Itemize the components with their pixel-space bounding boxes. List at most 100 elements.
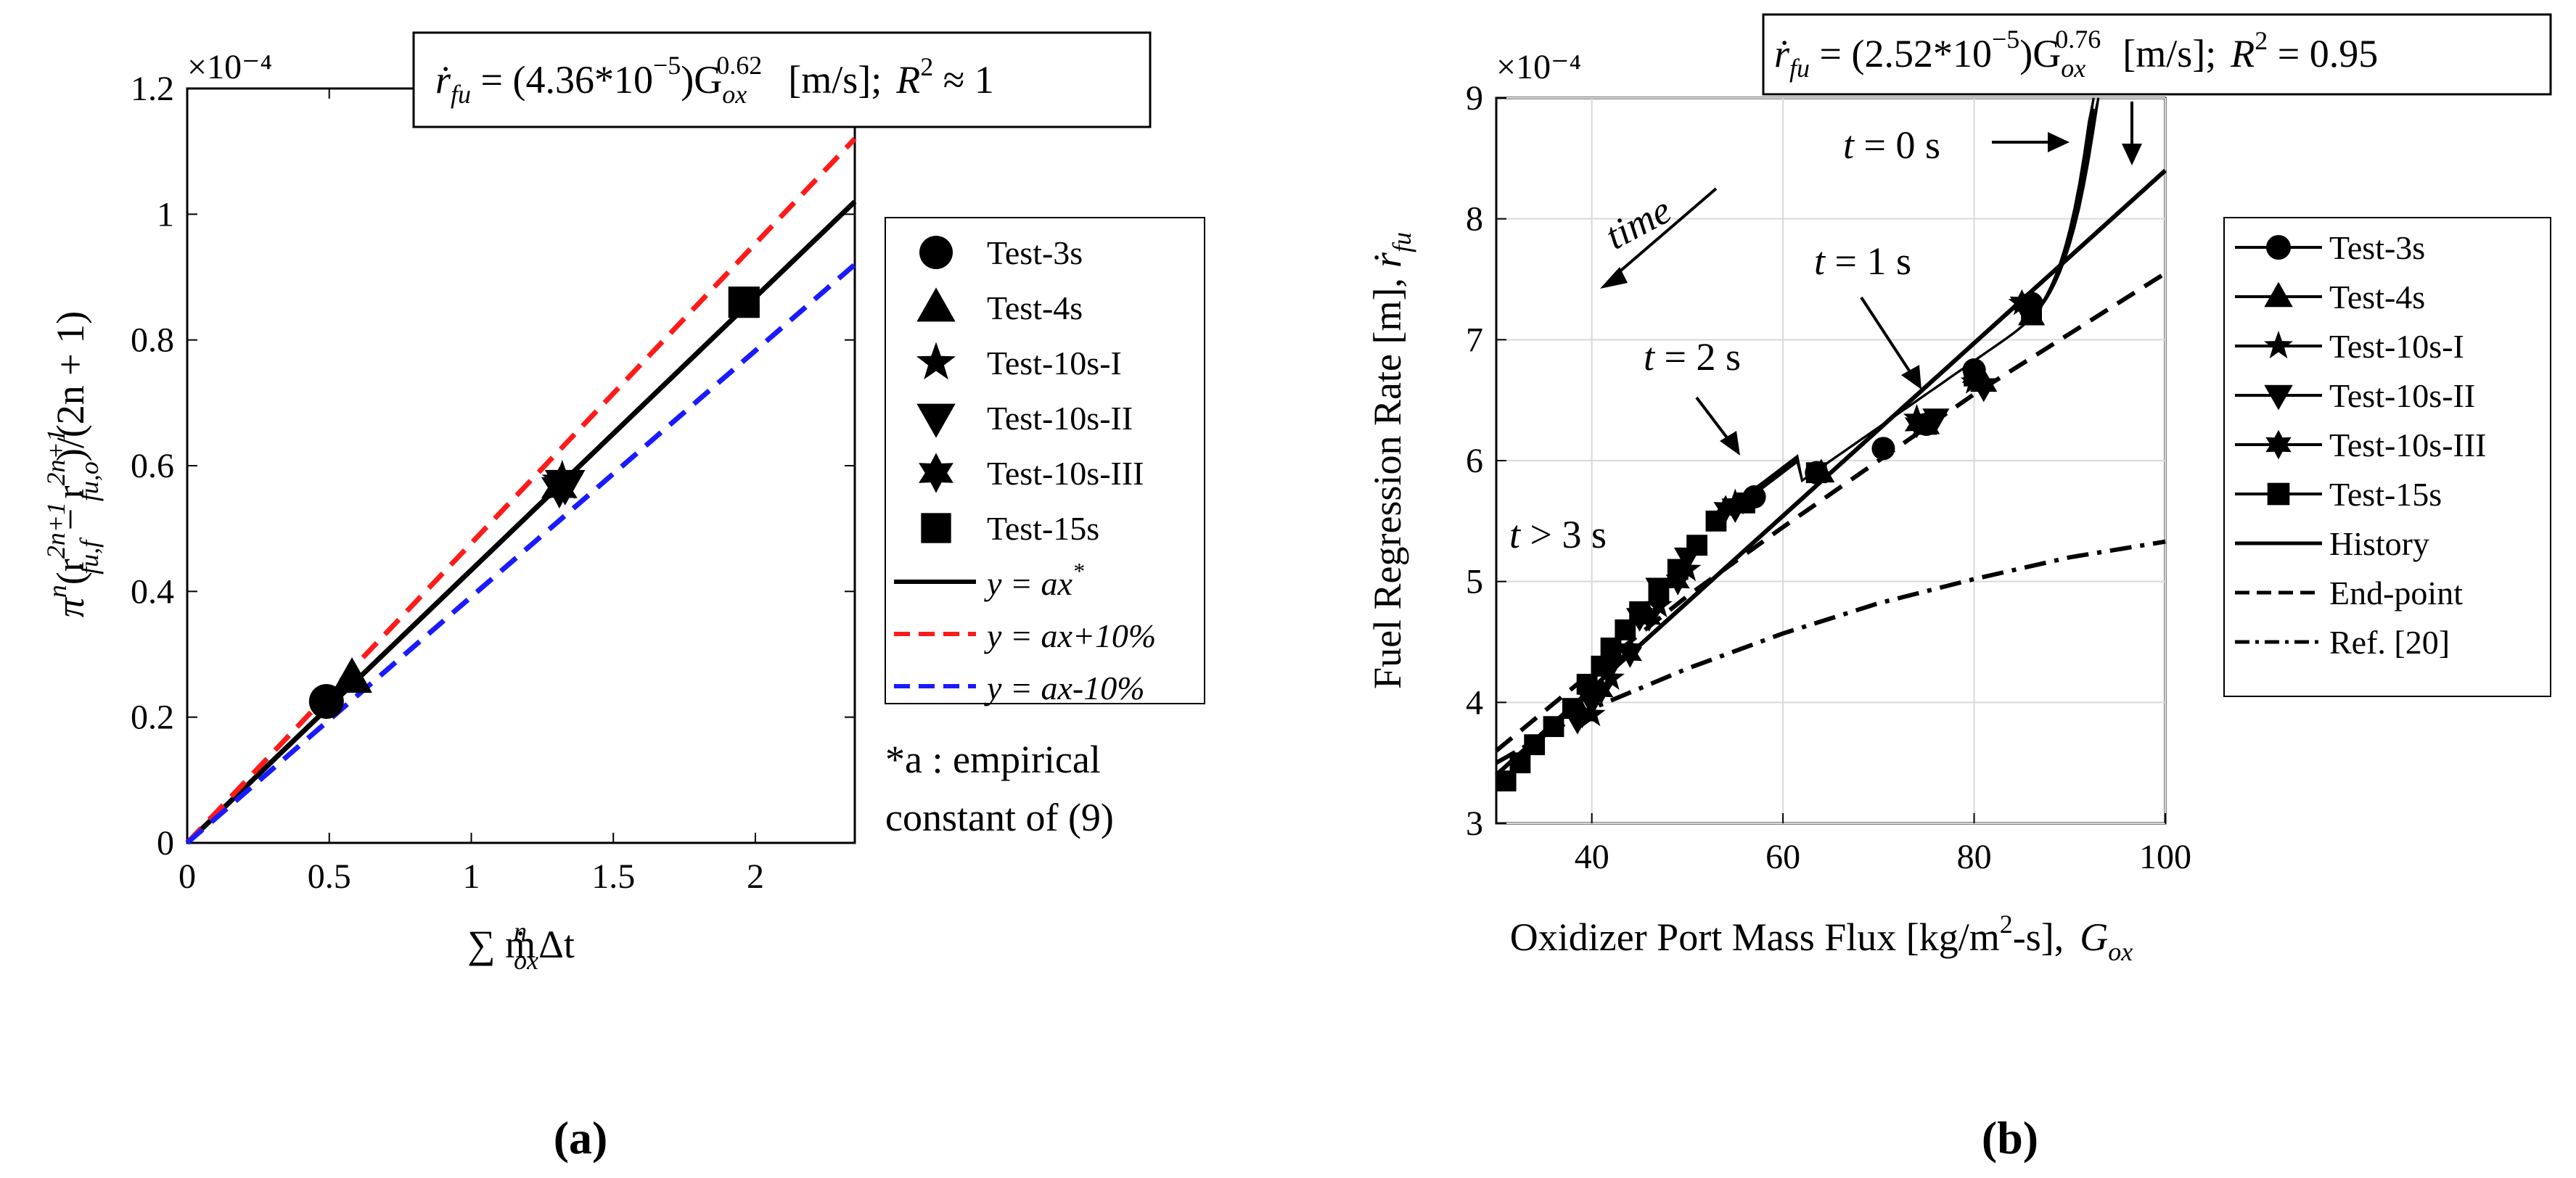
marker-b-circle xyxy=(1871,437,1895,461)
time-label-0s: t = 0 s xyxy=(1843,123,1940,167)
time-label-3s: t > 3 s xyxy=(1509,513,1607,556)
x-tick-label-a: 1.5 xyxy=(591,857,635,896)
axis-ticks-b: 40 60 80 100 3 4 5 6 7 8 9 xyxy=(1466,79,2191,876)
marker-b-square xyxy=(1964,365,1985,387)
legend-label-a: Test-10s-II xyxy=(987,400,1133,437)
annotation-box-a xyxy=(412,31,1152,128)
x-axis-label-a: ∑ ṁn oxΔt xyxy=(467,917,575,975)
x-tick-label-b: 40 xyxy=(1575,838,1609,876)
legend-label-a: y = ax* xyxy=(984,558,1084,602)
marker-b-square xyxy=(1591,655,1612,677)
y-axis-label-b: Fuel Regression Rate [m],ṙfu xyxy=(1366,232,1416,689)
time-label-2s: t = 2 s xyxy=(1644,335,1741,379)
legend-label-a: Test-3s xyxy=(987,234,1083,271)
y-tick-label-b: 6 xyxy=(1466,442,1483,480)
arrow-1s-head xyxy=(1901,365,1921,390)
annotation-box-b xyxy=(1762,13,2552,96)
legend-label-b: Test-4s xyxy=(2329,279,2425,316)
y-tick-label-a: 0.6 xyxy=(131,447,174,485)
legend-marker-a xyxy=(919,453,953,493)
legend-label-a: Test-4s xyxy=(987,289,1083,326)
legend-label-a: Test-15s xyxy=(987,510,1099,547)
time-arrow-line xyxy=(1611,187,1718,279)
legend-marker-a xyxy=(919,236,953,269)
legend-label-a: Test-10s-III xyxy=(987,455,1144,492)
x-tick-label-a: 0 xyxy=(179,857,196,896)
x-tick-label-a: 1 xyxy=(462,857,480,896)
marker-a-triangle-up xyxy=(332,657,372,693)
legend-marker-a xyxy=(916,287,956,322)
legend-label-b: Test-10s-III xyxy=(2329,427,2486,464)
marker-a-hexagram xyxy=(541,466,578,509)
note-line1-a: *a : empirical xyxy=(885,738,1101,781)
x-axis-label-b: Oxidizer Port Mass Flux [kg/m2-s], Gox xyxy=(1510,910,2133,966)
panel-label-a: (a) xyxy=(554,1112,608,1163)
marker-b-square xyxy=(1686,535,1707,556)
y-tick-label-a: 0.8 xyxy=(131,321,174,360)
marker-b-square xyxy=(2021,299,2042,321)
marker-b-square xyxy=(1667,559,1689,580)
legend-items-b: Test-3s Test-4s Test-10s-I Test-10s-II Test-… xyxy=(2235,229,2486,661)
axis-ticks-a: 0 0.5 1 1.5 2 0 0.2 0.4 0.6 0.8 1 1.2 xyxy=(131,70,855,896)
fit-line-a xyxy=(185,263,857,845)
marker-b-hexagram xyxy=(1713,495,1738,523)
marker-b-hexagram xyxy=(1617,640,1642,668)
grid-b xyxy=(1496,97,2166,824)
legend-label-b: Test-15s xyxy=(2329,476,2442,513)
legend-marker-b xyxy=(2264,330,2293,359)
marker-a-square xyxy=(728,287,760,318)
y-exponent-b: ×10⁻⁴ xyxy=(1496,48,1581,86)
y-tick-label-a: 0.2 xyxy=(131,699,174,737)
plot-area-a xyxy=(186,87,856,844)
annotation-formula-b: ṙfu = (2.52*10−5)Gox0.76 [m/s]; R2 = 0.95 xyxy=(1774,25,2378,83)
legend-label-b: History xyxy=(2329,525,2429,562)
x-tick-label-b: 60 xyxy=(1765,838,1800,876)
y-tick-label-b: 8 xyxy=(1466,200,1483,239)
marker-b-square xyxy=(1805,462,1827,484)
arrow-2s-head xyxy=(1720,431,1740,456)
legend-marker-a xyxy=(916,342,956,380)
legend-label-b: End-point xyxy=(2329,574,2463,611)
fit-line-b xyxy=(1495,539,2166,765)
marker-b-square xyxy=(1495,770,1517,792)
legend-marker-b xyxy=(2265,429,2292,460)
marker-b-square xyxy=(1524,734,1546,756)
y-tick-label-b: 7 xyxy=(1466,321,1483,359)
x-tick-label-b: 100 xyxy=(2139,838,2191,876)
legend-label-b: Test-3s xyxy=(2329,229,2425,266)
x-tick-label-b: 80 xyxy=(1957,838,1992,876)
x-tick-label-a: 0.5 xyxy=(308,857,351,896)
legend-marker-b xyxy=(2267,482,2290,506)
data-markers-a xyxy=(308,287,760,719)
panel-b: 40 60 80 100 3 4 5 6 7 8 9 ×10⁻⁴ ṙfu = (2.52*10−5)… xyxy=(1366,13,2552,1163)
marker-b-square xyxy=(1543,716,1564,738)
marker-b-square xyxy=(1916,413,1937,435)
legend-marker-a xyxy=(916,403,956,438)
legend-label-a: y = ax+10% xyxy=(984,617,1156,654)
legend-label-b: Ref. [20] xyxy=(2329,624,2450,661)
legend-label-a: Test-10s-I xyxy=(987,345,1122,382)
annotation-formula-a: ṙfu = (4.36*10−5)Gox0.62 [m/s]; R2 ≈ 1 xyxy=(435,51,994,109)
fit-line-a xyxy=(185,136,857,845)
legend-marker-b xyxy=(2266,235,2291,260)
marker-b-hexagram xyxy=(1665,567,1690,596)
marker-b-square xyxy=(1734,492,1755,514)
data-markers-b xyxy=(1495,289,2046,792)
marker-b-square xyxy=(1509,752,1531,774)
marker-b-square xyxy=(1562,698,1583,720)
y-tick-label-a: 1.2 xyxy=(131,70,174,108)
arrow-0s-b-head xyxy=(2122,144,2142,165)
marker-b-square xyxy=(1576,673,1598,695)
y-tick-label-a: 1 xyxy=(157,195,174,234)
panel-a: 0 0.5 1 1.5 2 0 0.2 0.4 0.6 0.8 1 1.2 ×10⁻⁴ ṙfu = (… xyxy=(41,31,1205,1163)
marker-b-star5 xyxy=(1645,591,1673,618)
arrow-0s-a-head xyxy=(2048,132,2070,152)
marker-b-square xyxy=(1600,637,1622,659)
y-tick-label-b: 4 xyxy=(1466,683,1483,722)
time-label-1s: t = 1 s xyxy=(1814,239,1911,283)
legend-marker-b xyxy=(2264,384,2293,411)
legend-marker-b xyxy=(2264,281,2293,308)
note-line2-a: constant of (9) xyxy=(885,796,1114,839)
y-tick-label-b: 5 xyxy=(1466,563,1483,601)
